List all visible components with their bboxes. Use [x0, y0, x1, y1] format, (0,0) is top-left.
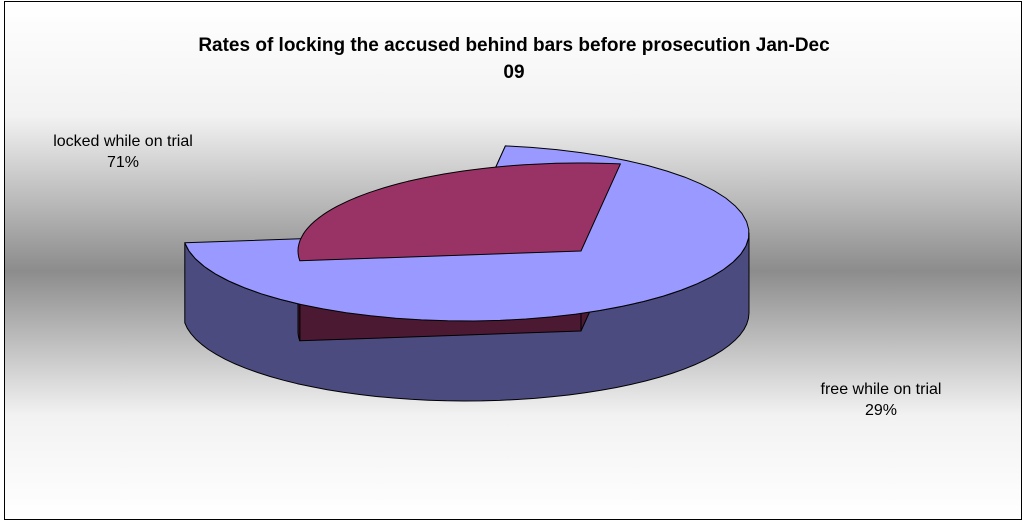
chart-title-container: Rates of locking the accused behind bars…	[5, 32, 1021, 86]
slice-label-locked-name: locked while on trial	[53, 133, 193, 150]
pie-slice-free	[297, 162, 621, 262]
slice-label-free-value: 29%	[864, 402, 898, 419]
chart-area: Rates of locking the accused behind bars…	[4, 1, 1022, 520]
slice-label-locked-value: 71%	[106, 154, 140, 171]
chart-title: Rates of locking the accused behind bars…	[198, 35, 830, 83]
data-label-free: free while on trial 29%	[801, 379, 961, 421]
data-label-locked: locked while on trial 71%	[33, 131, 213, 173]
pie-chart-plot	[184, 145, 750, 402]
slice-label-free-name: free while on trial	[820, 381, 942, 398]
